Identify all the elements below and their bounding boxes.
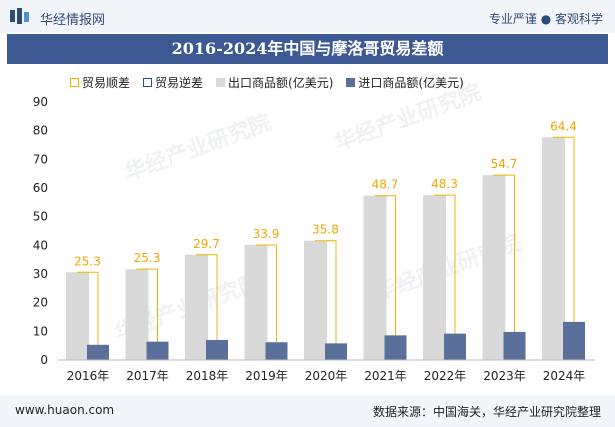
legend-item-surplus: 贸易顺差 [70,74,130,91]
x-tick-label: 2016年 [67,369,110,383]
x-tick-label: 2023年 [483,369,526,383]
site-url: www.huaon.com [15,403,115,417]
x-tick-label: 2019年 [245,369,288,383]
surplus-data-label: 48.3 [431,177,458,191]
import-bar [563,321,585,360]
surplus-bracket [255,244,277,343]
y-tick-label: 40 [33,238,48,252]
x-tick-label: 2020年 [305,369,348,383]
legend-item-import: 进口商品额(亿美元) [346,74,464,91]
surplus-data-label: 48.7 [372,178,399,192]
export-bar [125,269,149,360]
surplus-data-label: 35.8 [312,223,339,237]
surplus-bracket [493,174,515,332]
surplus-bracket [315,240,337,344]
bar-chart: 0 10 20 30 40 50 60 70 80 90 25.3 2016年 25.3 2017年 29.… [33,95,595,383]
surplus-bracket [434,194,456,334]
surplus-bracket [553,136,575,322]
import-bar [444,333,466,360]
legend-swatch-import [346,77,356,87]
surplus-bracket [136,268,158,342]
surplus-bracket [374,195,396,336]
export-bar [304,240,327,360]
legend-item-export: 出口商品额(亿美元) [216,74,333,91]
legend-item-deficit: 贸易逆差 [143,74,203,91]
export-bar [66,272,89,360]
export-bar [482,175,506,360]
legend-swatch-surplus [70,77,79,87]
slogan: 专业严谨 ● 客观科学 [488,12,603,26]
surplus-bracket [77,271,99,345]
import-bar [146,341,169,360]
surplus-data-label: 54.7 [491,157,518,171]
x-tick-label: 2021年 [364,369,407,383]
y-tick-label: 20 [33,296,48,310]
y-tick-label: 70 [33,152,48,166]
y-tick-label: 10 [33,324,48,338]
y-tick-label: 60 [33,181,48,195]
import-bar [503,331,526,360]
y-tick-label: 30 [33,267,48,281]
x-tick-label: 2017年 [126,369,169,383]
export-bar [244,245,268,360]
surplus-data-label: 64.4 [550,119,577,133]
x-tick-label: 2022年 [424,369,467,383]
huajing-logo-icon [10,8,29,24]
export-bar [363,195,387,360]
x-tick-label: 2018年 [186,369,229,383]
y-tick-label: 50 [33,210,48,224]
data-source: 数据来源：中国海关，华经产业研究院整理 [372,405,601,419]
import-bar [206,339,228,360]
x-tick-label: 2024年 [543,369,586,383]
import-bar [87,344,109,360]
surplus-data-label: 33.9 [253,227,280,241]
header-bar: 华经情报网 专业严谨 ● 客观科学 [0,0,615,33]
export-bar [185,254,208,360]
surplus-data-label: 25.3 [134,251,161,265]
legend-label-deficit: 贸易逆差 [155,75,204,90]
legend-label-surplus: 贸易顺差 [82,75,131,90]
surplus-data-label: 29.7 [193,237,220,251]
title-bar: 2016-2024年中国与摩洛哥贸易差额 [7,34,608,64]
legend-swatch-export [216,77,226,87]
export-bar [423,195,446,360]
y-tick-label: 0 [40,353,48,367]
surplus-data-label: 25.3 [74,254,101,268]
legend-label-export: 出口商品额(亿美元) [228,75,334,90]
y-tick-label: 80 [33,124,48,138]
import-bar [384,335,407,360]
y-tick-label: 90 [33,95,48,109]
footer-bar: www.huaon.com 数据来源：中国海关，华经产业研究院整理 [0,395,615,427]
legend-swatch-deficit [143,77,153,87]
import-bar [325,343,347,360]
brand-name: 华经情报网 [40,13,106,28]
import-bar [265,342,288,360]
surplus-bracket [196,254,218,340]
chart-title: 2016-2024年中国与摩洛哥贸易差额 [171,39,444,58]
chart-legend: 贸易顺差 贸易逆差 出口商品额(亿美元) 进口商品额(亿美元) [70,72,477,92]
export-bar [542,137,565,360]
legend-label-import: 进口商品额(亿美元) [358,75,464,90]
